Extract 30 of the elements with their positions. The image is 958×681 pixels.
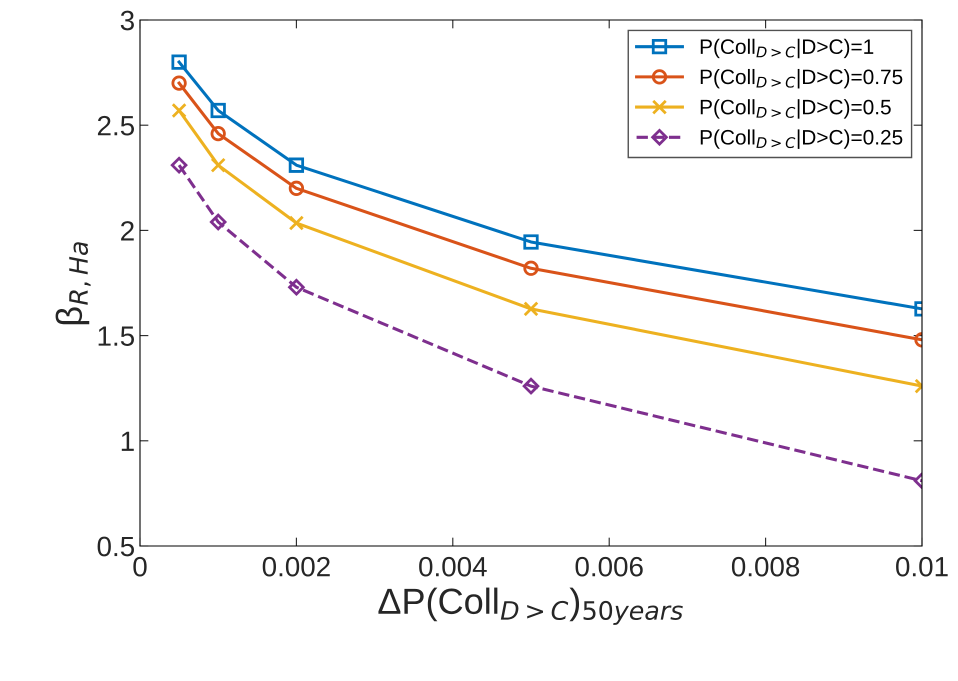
y-tick-label: 1: [122, 432, 134, 451]
legend-label: P(Coll$_{D>C}$|D>C)=0.25: [700, 129, 902, 149]
point: [171, 102, 187, 118]
point: [210, 102, 226, 118]
legend-label: P(Coll$_{D>C}$|D>C)=0.75: [700, 68, 902, 88]
point: [210, 158, 226, 173]
legend-label: P(Coll$_{D>C}$|D>C)=1: [700, 38, 874, 58]
point: [288, 215, 304, 231]
x-tick-label: 0.006: [576, 556, 643, 577]
x-tick-label: 0.008: [732, 556, 800, 577]
point: [288, 278, 305, 296]
x-tick-label: 0: [133, 556, 147, 577]
point: [288, 158, 304, 173]
y-tick-label: 2: [121, 221, 134, 240]
x-tick-label: 0.002: [262, 556, 330, 577]
y-tick-label: 0.5: [98, 536, 134, 556]
x-axis-title: ΔP(Coll$_{D>C}$)$_{50years}$: [378, 588, 683, 625]
point: [288, 180, 304, 196]
point: [210, 214, 226, 230]
y-axis-title: β$_{R,Ha}$: [56, 242, 91, 324]
y-tick-label: 2.5: [98, 116, 134, 136]
point: [171, 75, 187, 91]
point: [210, 126, 226, 142]
point: [170, 156, 188, 174]
x-tick-label: 0.01: [896, 556, 948, 577]
y-tick-label: 3: [120, 10, 134, 30]
x-tick-label: 0.004: [419, 556, 487, 577]
point: [171, 54, 187, 70]
y-tick-label: 1.5: [98, 326, 134, 346]
legend-label: P(Coll$_{D>C}$|D>C)=0.5: [700, 99, 891, 119]
